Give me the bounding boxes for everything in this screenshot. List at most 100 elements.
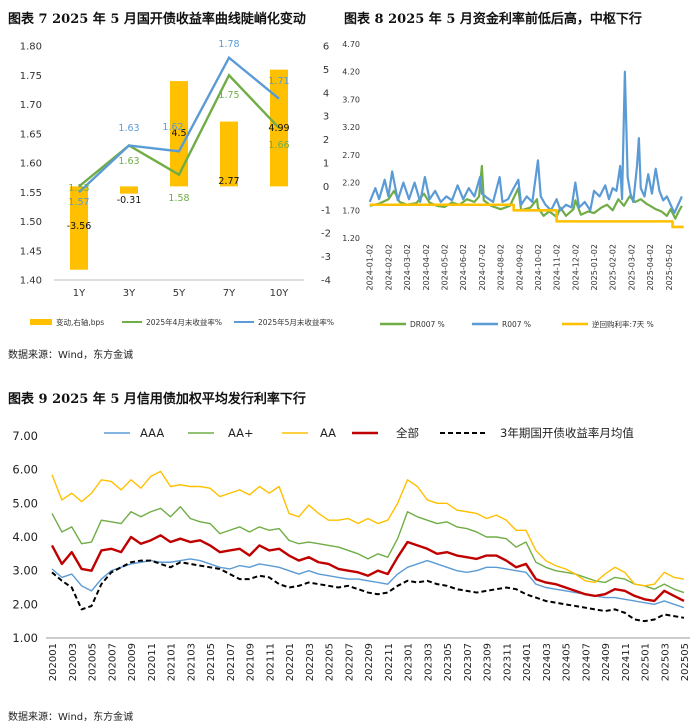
fig8-x-tick-label: 2024-02-02: [384, 244, 393, 291]
fig7-series-line-1: [78, 73, 280, 188]
fig8-x-tick-label: 2024-08-02: [497, 244, 506, 291]
fig7-series-line-2: [78, 55, 280, 194]
fig9-x-tick-label: 202503: [660, 643, 671, 681]
fig9-x-tick-label: 202003: [68, 643, 79, 681]
fig7-x-tick-label: 10Y: [270, 288, 290, 299]
fig8-legend-label-green: DR007 %: [410, 320, 445, 329]
fig8-y-tick-label: 4.70: [342, 40, 360, 49]
fig7-y-tick-label: 1.70: [20, 100, 42, 111]
fig8-y-tick-label: 1.70: [342, 206, 360, 215]
fig7-y2-tick-label: 0: [323, 182, 329, 193]
fig7-x-tick-label: 7Y: [223, 288, 236, 299]
fig8-y-tick-label: 2.20: [342, 179, 360, 188]
fig9-legend-label-5: 3年期国开债收益率月均值: [500, 426, 634, 440]
fig9-series-line-2: [51, 506, 685, 594]
fig7-y2-tick-label: -4: [321, 276, 331, 287]
fig9-source-note: 数据来源：Wind，东方金诚: [8, 712, 134, 723]
fig9-series-line-1: [51, 558, 685, 609]
fig9-x-tick-label: 202201: [285, 643, 296, 681]
fig9-title: 图表 9 2025 年 5 月信用债加权平均发行利率下行: [8, 392, 306, 407]
fig7-y2-tick-label: 5: [323, 65, 329, 76]
fig7-legend-label-bars: 变动,右轴,bps: [56, 317, 104, 327]
fig7-bar: [220, 121, 238, 187]
fig7-apr-data-label: 1.63: [118, 156, 139, 167]
fig8-legend-label-yellow: 逆回购利率:7天 %: [592, 319, 654, 329]
fig7-y-tick-label: 1.75: [20, 71, 42, 82]
fig8-legend-label-blue: R007 %: [502, 320, 531, 329]
fig8-x-tick-label: 2024-07-02: [478, 244, 487, 291]
fig7-apr-data-label: 1.53: [68, 183, 89, 194]
fig7-y-tick-label: 1.60: [20, 159, 42, 170]
fig9-x-tick-label: 202007: [107, 643, 118, 681]
fig9-y-tick-label: 4.00: [12, 530, 38, 544]
fig7-apr-data-label: 1.66: [268, 140, 289, 151]
fig9-legend-label-4: 全部: [396, 426, 419, 440]
fig8-series-line-yellow: [369, 203, 684, 229]
fig9-y-tick-label: 6.00: [12, 463, 38, 477]
fig9-series-line-3: [51, 470, 685, 587]
fig7-y2-tick-label: -3: [321, 252, 331, 263]
fig7-may-data-label: 1.57: [68, 197, 89, 208]
fig9-x-tick-label: 202011: [147, 643, 158, 681]
fig9-x-tick-label: 202203: [305, 643, 316, 681]
fig7-bar-data-label: -0.31: [117, 195, 142, 206]
fig8-series-line-blue: [368, 70, 683, 215]
fig8-x-tick-label: 2024-01-02: [366, 244, 375, 291]
fig7-x-tick-label: 5Y: [173, 288, 186, 299]
fig8-x-tick-label: 2024-11-02: [553, 244, 562, 291]
fig8-x-tick-label: 2025-02-02: [609, 244, 618, 291]
fig9-legend-label-1: AAA: [140, 426, 164, 440]
fig8-y-tick-label: 2.70: [342, 151, 360, 160]
fig8-y-tick-label: 3.70: [342, 95, 360, 104]
fig7-y2-tick-label: -1: [321, 205, 331, 216]
fig9-x-tick-label: 202501: [641, 643, 652, 681]
fig7-8-source-note: 数据来源：Wind，东方金诚: [8, 350, 134, 361]
fig9-y-tick-label: 1.00: [12, 631, 38, 645]
fig8-title: 图表 8 2025 年 5 月资金利率前低后高，中枢下行: [344, 12, 642, 27]
fig9-x-tick-label: 202311: [502, 643, 513, 681]
fig9-x-tick-label: 202109: [246, 643, 257, 681]
fig8-x-tick-label: 2025-05-02: [665, 244, 674, 291]
fig7-y-tick-label: 1.65: [20, 129, 42, 140]
fig9-x-tick-label: 202407: [581, 643, 592, 681]
fig9-x-tick-label: 202103: [186, 643, 197, 681]
fig9-legend-label-3: AA: [320, 426, 336, 440]
fig7-bar: [70, 186, 88, 270]
fig8-x-tick-label: 2024-06-02: [459, 244, 468, 291]
fig7-bar-data-label: 4.99: [268, 123, 289, 134]
fig9-x-tick-label: 202001: [48, 643, 59, 681]
fig9-x-tick-label: 202105: [206, 643, 217, 681]
fig7-y2-tick-label: 3: [323, 112, 329, 123]
fig7-y2-tick-label: 1: [323, 159, 329, 170]
fig7-legend-label-apr: 2025年4月末收益率%: [146, 317, 222, 327]
fig7-x-tick-label: 1Y: [73, 288, 86, 299]
fig8-x-tick-label: 2025-01-02: [590, 244, 599, 291]
fig7-y2-tick-label: 4: [323, 88, 329, 99]
fig8-x-tick-label: 2024-03-02: [403, 244, 412, 291]
fig7-y-tick-label: 1.80: [20, 42, 42, 53]
fig9-y-tick-label: 3.00: [12, 564, 38, 578]
fig8-x-tick-label: 2024-04-02: [422, 244, 431, 291]
fig9-x-tick-label: 202505: [680, 643, 691, 681]
fig9-x-tick-label: 202411: [621, 643, 632, 681]
fig9-x-tick-label: 202207: [344, 643, 355, 681]
fig7-y-tick-label: 1.50: [20, 217, 42, 228]
fig7-y-tick-label: 1.45: [20, 246, 42, 257]
fig9-series-line-5: [51, 559, 685, 623]
fig9-x-tick-label: 202009: [127, 643, 138, 681]
fig7-may-data-label: 1.71: [268, 76, 289, 87]
fig7-bar-data-label: -3.56: [67, 221, 92, 232]
fig9-x-tick-label: 202405: [562, 643, 573, 681]
fig8-x-tick-label: 2025-03-02: [627, 244, 636, 291]
fig8-x-tick-label: 2024-12-02: [571, 244, 580, 291]
fig9-y-tick-label: 2.00: [12, 597, 38, 611]
fig7-apr-data-label: 1.58: [168, 193, 189, 204]
fig8-y-tick-label: 4.20: [342, 68, 360, 77]
fig9-x-tick-label: 202111: [265, 643, 276, 681]
fig8-y-tick-label: 3.20: [342, 123, 360, 132]
fig9-x-tick-label: 202211: [384, 643, 395, 681]
fig9-x-tick-label: 202409: [601, 643, 612, 681]
fig7-y-tick-label: 1.55: [20, 188, 42, 199]
fig7-y2-tick-label: 2: [323, 135, 329, 146]
